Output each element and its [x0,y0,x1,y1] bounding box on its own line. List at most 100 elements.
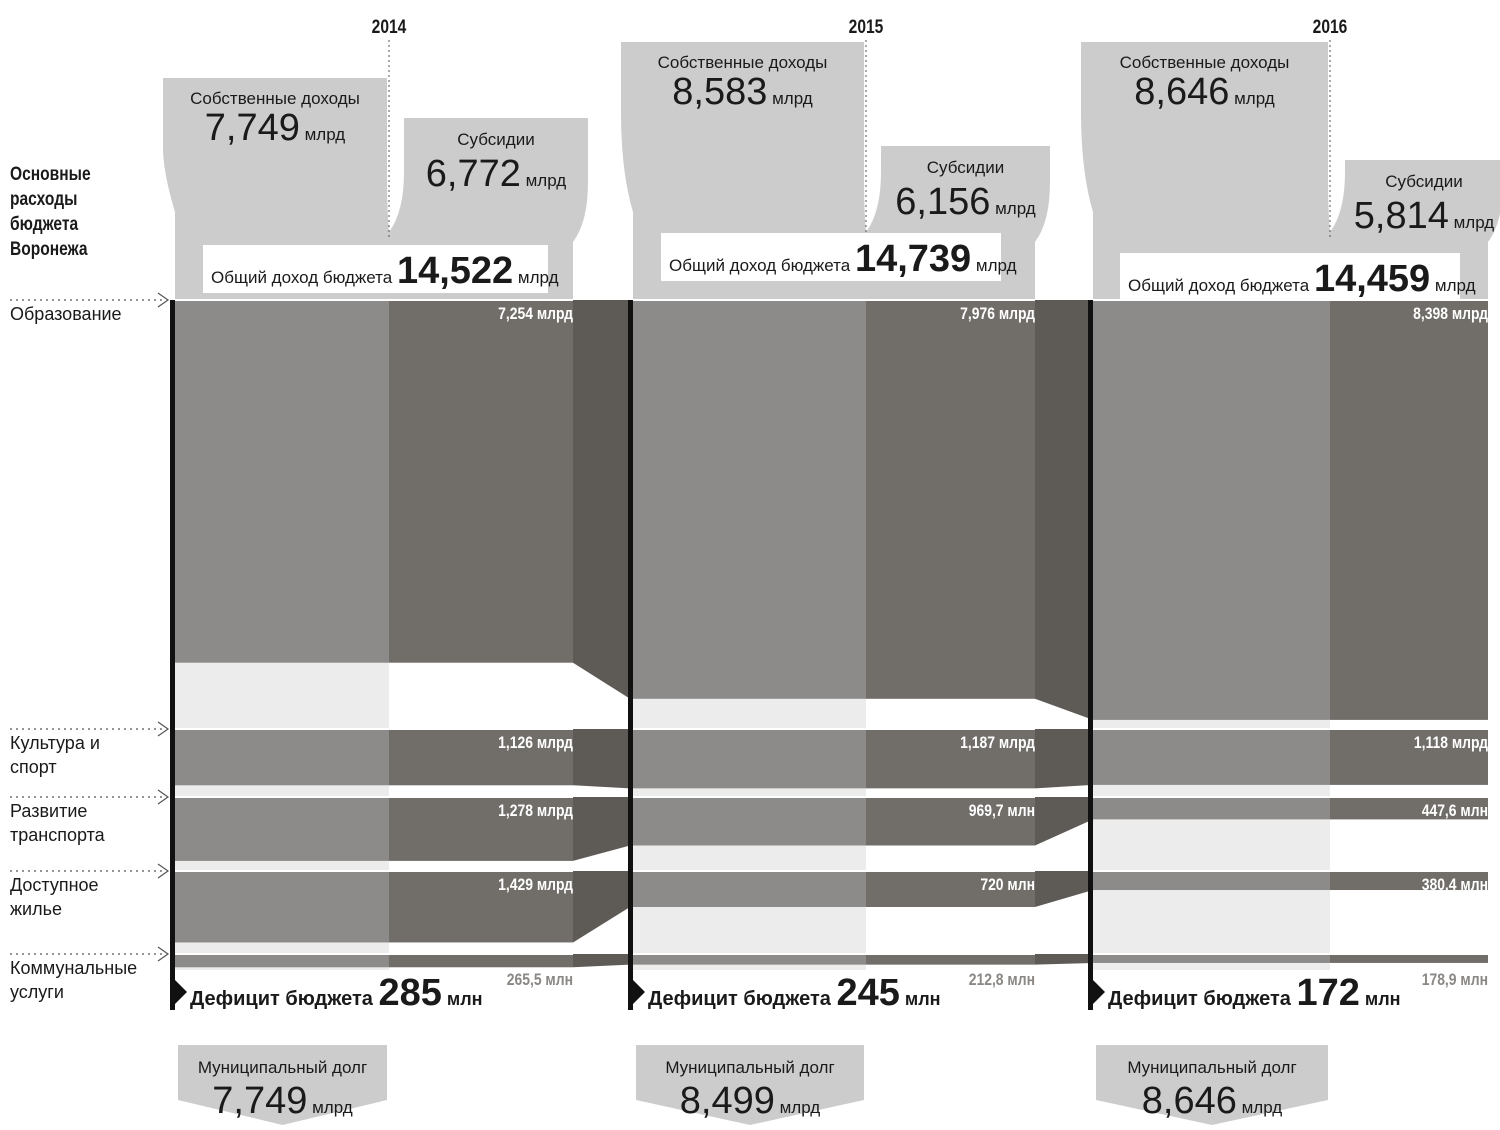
subsidies-unit: млрд [1449,213,1494,232]
expense-subsidy-part [1330,300,1488,720]
expense-subsidy-part [866,300,1035,699]
category-label: Культура и [10,733,100,753]
expense-subsidy-part [866,729,1035,789]
expense-connector [1035,871,1093,907]
expense-connector [1035,797,1093,846]
total-income-label: Общий доход бюджета [211,268,397,287]
category-guide-arrow [157,946,170,962]
debt-unit: млрд [307,1098,352,1117]
category-guide-arrow [157,789,170,805]
subsidies-value: 6,156 [895,181,990,223]
debt-unit: млрд [1237,1098,1282,1117]
chart-title-line: Основные [10,163,91,185]
expense-value-label: 212,8 млн [969,971,1035,990]
expense-subsidy-part [1330,729,1488,785]
expense-connector [1035,729,1093,789]
debt-label: Муниципальный долг [1127,1058,1296,1077]
deficit-text: Дефицит бюджета 285 млн [190,972,483,1014]
expense-connector [573,729,630,789]
total-income-box [1120,253,1460,301]
own-income-amount: 8,583 млрд [672,71,812,113]
own-income-band [163,78,389,300]
deficit-unit: млн [442,989,483,1009]
debt-amount: 8,646 млрд [1142,1080,1282,1122]
category-label: транспорта [10,825,106,845]
chart-title-line: Воронежа [10,238,88,260]
expense-subsidy-part [1330,797,1488,820]
own-income-unit: млрд [767,89,812,108]
expense-subsidy-part [389,729,573,786]
subsidies-amount: 6,772 млрд [426,153,566,195]
expense-connector [573,954,630,968]
category-label: Коммунальные [10,958,137,978]
year-axis-bar [170,300,175,1010]
expense-connector [573,797,630,861]
expense-value-label: 380,4 млн [1422,876,1488,895]
deficit-pointer [170,975,187,1009]
subsidies-amount: 6,156 млрд [895,181,1035,223]
own-income-band [1081,42,1330,300]
subsidies-label: Субсидии [927,158,1004,177]
category-guide-arrow [157,721,170,737]
deficit-label: Дефицит бюджета [1108,988,1296,1010]
expense-value-label: 178,9 млн [1422,971,1488,990]
expense-subsidy-part [389,871,573,943]
expense-own-part [1093,871,1330,891]
expense-own-part [175,797,389,861]
own-income-label: Собственные доходы [658,53,828,72]
total-income-text: Общий доход бюджета 14,522 млрд [211,250,559,292]
debt-label: Муниципальный долг [198,1058,367,1077]
year-label: 2016 [1313,16,1348,38]
own-income-value: 8,646 [1134,71,1229,113]
expense-subsidy-part [866,797,1035,846]
expense-value-label: 7,976 млрд [960,305,1035,324]
own-income-value: 8,583 [672,71,767,113]
total-income-value: 14,459 [1314,258,1430,300]
deficit-label: Дефицит бюджета [190,988,378,1010]
year-axis-bar [1088,300,1093,1010]
total-income-value: 14,739 [855,238,971,280]
expense-value-label: 1,187 млрд [960,734,1035,753]
year-label: 2015 [849,16,884,38]
total-income-text: Общий доход бюджета 14,459 млрд [1128,258,1476,300]
debt-value: 7,749 [212,1080,307,1122]
expense-value-label: 447,6 млн [1422,802,1488,821]
category-label: спорт [10,757,57,777]
own-income-unit: млрд [300,125,345,144]
debt-amount: 8,499 млрд [680,1080,820,1122]
expense-own-part [633,871,866,907]
category-guide-arrow [157,292,170,308]
debt-value: 8,646 [1142,1080,1237,1122]
own-income-value: 7,749 [205,107,300,149]
debt-band [1096,1045,1328,1125]
expense-subsidy-part [866,954,1035,965]
expense-value-label: 1,118 млрд [1414,734,1488,753]
total-income-value: 14,522 [397,250,513,292]
category-label: Доступное [10,875,99,895]
own-income-amount: 8,646 млрд [1134,71,1274,113]
expense-value-label: 720 млн [980,876,1035,895]
category-label: Образование [10,304,122,324]
expense-own-part [633,797,866,846]
expense-value-label: 969,7 млн [969,802,1035,821]
expense-value-label: 1,278 млрд [498,802,573,821]
deficit-value: 172 [1296,972,1359,1014]
debt-band [636,1045,864,1125]
expense-value-label: 265,5 млн [507,971,573,990]
category-label: услуги [10,982,64,1002]
debt-value: 8,499 [680,1080,775,1122]
total-income-box [203,245,548,293]
expense-own-part [633,954,866,965]
deficit-unit: млн [1360,989,1401,1009]
chart-title-line: расходы [10,188,77,210]
expense-own-part [175,729,389,786]
year-axis-bar [628,300,633,1010]
expense-connector [573,871,630,943]
expense-connector [1035,300,1093,720]
expense-own-part [1093,954,1330,963]
own-income-unit: млрд [1229,89,1274,108]
subsidies-label: Субсидии [1385,172,1462,191]
